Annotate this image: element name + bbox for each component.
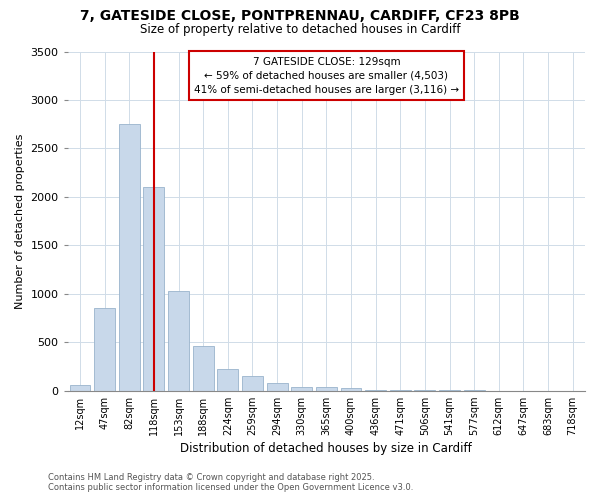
Y-axis label: Number of detached properties: Number of detached properties — [15, 134, 25, 309]
Bar — [119, 124, 140, 390]
Bar — [217, 370, 238, 390]
Text: Size of property relative to detached houses in Cardiff: Size of property relative to detached ho… — [140, 22, 460, 36]
Bar — [168, 291, 189, 390]
Text: 7, GATESIDE CLOSE, PONTPRENNAU, CARDIFF, CF23 8PB: 7, GATESIDE CLOSE, PONTPRENNAU, CARDIFF,… — [80, 9, 520, 23]
Bar — [143, 187, 164, 390]
Bar — [242, 376, 263, 390]
Bar — [94, 308, 115, 390]
X-axis label: Distribution of detached houses by size in Cardiff: Distribution of detached houses by size … — [181, 442, 472, 455]
Text: Contains HM Land Registry data © Crown copyright and database right 2025.
Contai: Contains HM Land Registry data © Crown c… — [48, 473, 413, 492]
Bar — [70, 385, 91, 390]
Text: 7 GATESIDE CLOSE: 129sqm
← 59% of detached houses are smaller (4,503)
41% of sem: 7 GATESIDE CLOSE: 129sqm ← 59% of detach… — [194, 56, 459, 94]
Bar — [266, 383, 287, 390]
Bar — [291, 387, 312, 390]
Bar — [316, 388, 337, 390]
Bar — [341, 388, 361, 390]
Bar — [193, 346, 214, 391]
